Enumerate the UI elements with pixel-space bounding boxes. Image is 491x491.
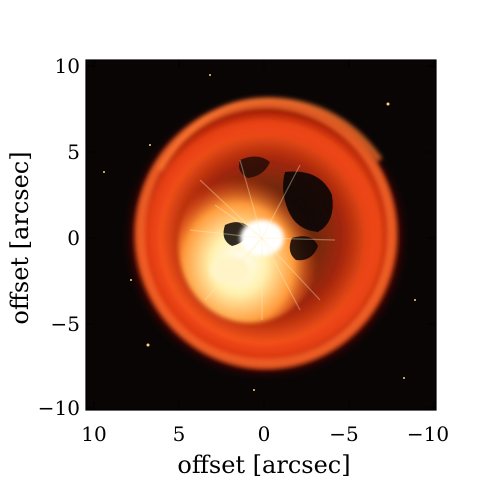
axis-ticks xyxy=(86,60,436,410)
y-axis-title: offset [arcsec] xyxy=(6,151,34,324)
central-star-region xyxy=(210,220,284,284)
x-axis-title: offset [arcsec] xyxy=(177,451,350,479)
y-tick-labels: 10 5 0 −5 −10 xyxy=(38,54,80,420)
x-tick-label: 10 xyxy=(81,422,106,446)
y-tick-label: 0 xyxy=(67,226,80,250)
x-tick-label: 0 xyxy=(258,422,271,446)
x-tick-label: 5 xyxy=(173,422,186,446)
shell-rim xyxy=(135,96,397,369)
y-tick-label: −5 xyxy=(51,312,80,336)
x-tick-label: −10 xyxy=(407,422,449,446)
y-tick-label: 10 xyxy=(55,54,80,78)
y-tick-label: 5 xyxy=(67,140,80,164)
background-stars xyxy=(103,74,416,391)
plot-frame xyxy=(85,59,437,411)
x-tick-label: −5 xyxy=(329,422,358,446)
image-plot xyxy=(86,60,436,410)
x-tick-labels: 10 5 0 −5 −10 xyxy=(81,422,449,446)
radial-streaks xyxy=(189,159,336,320)
y-tick-label: −10 xyxy=(38,396,80,420)
